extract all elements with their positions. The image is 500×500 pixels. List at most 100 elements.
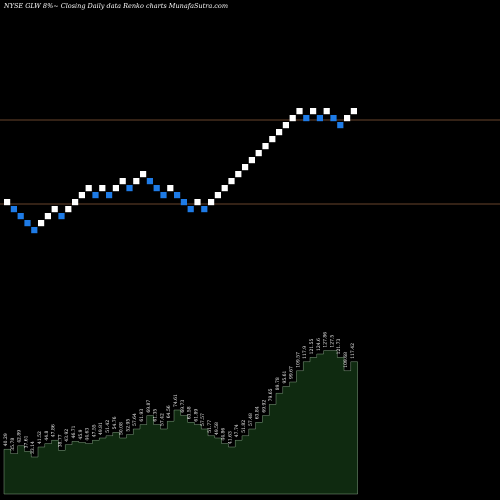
up-brick bbox=[310, 108, 317, 115]
volume-label: 61.89 bbox=[193, 409, 199, 422]
volume-label: 35.78 bbox=[10, 438, 16, 451]
volume-label: 89.78 bbox=[275, 377, 281, 390]
volume-label: 41.52 bbox=[37, 431, 43, 444]
volume-label: 47.74 bbox=[234, 424, 240, 437]
volume-label: 57.64 bbox=[132, 413, 138, 426]
down-brick bbox=[126, 185, 133, 192]
volume-label: 49.81 bbox=[98, 422, 104, 435]
up-brick bbox=[248, 157, 255, 164]
volume-label: 43.92 bbox=[64, 429, 70, 442]
up-brick bbox=[262, 143, 269, 150]
up-brick bbox=[133, 178, 140, 185]
volume-label: 50.08 bbox=[119, 422, 125, 435]
volume-label: 63.58 bbox=[187, 406, 193, 419]
volume-label: 117.9 bbox=[302, 346, 308, 359]
down-brick bbox=[337, 122, 344, 129]
volume-label: 117.42 bbox=[350, 343, 356, 359]
up-brick bbox=[228, 178, 235, 185]
up-brick bbox=[99, 185, 106, 192]
up-brick bbox=[323, 108, 330, 115]
down-brick bbox=[180, 199, 187, 206]
up-brick bbox=[38, 220, 45, 227]
volume-label: 44.86 bbox=[221, 428, 227, 441]
volume-label: 69.92 bbox=[261, 400, 267, 413]
up-brick bbox=[112, 185, 119, 192]
down-brick bbox=[330, 115, 337, 122]
down-brick bbox=[146, 178, 153, 185]
volume-label: 54.76 bbox=[112, 416, 118, 429]
volume-label: 37.61 bbox=[23, 435, 29, 448]
up-brick bbox=[140, 171, 147, 178]
down-brick bbox=[160, 192, 167, 199]
volume-label: 61.93 bbox=[139, 409, 145, 422]
down-brick bbox=[10, 206, 17, 213]
volume-label: 40.29 bbox=[3, 433, 9, 446]
volume-label: 44.63 bbox=[85, 428, 91, 441]
down-brick bbox=[31, 227, 38, 234]
volume-label: 47.86 bbox=[51, 424, 57, 437]
volume-label: 99.67 bbox=[289, 366, 295, 379]
up-brick bbox=[242, 164, 249, 171]
up-brick bbox=[276, 129, 283, 136]
volume-label: 121.55 bbox=[309, 339, 315, 355]
volume-label: 38.77 bbox=[57, 434, 63, 447]
volume-label: 69.87 bbox=[146, 400, 152, 413]
up-brick bbox=[167, 185, 174, 192]
down-brick bbox=[201, 206, 208, 213]
volume-label: 124.6 bbox=[316, 338, 322, 351]
down-brick bbox=[187, 206, 194, 213]
up-brick bbox=[72, 199, 79, 206]
up-brick bbox=[269, 136, 276, 143]
up-brick bbox=[4, 199, 11, 206]
up-brick bbox=[208, 199, 215, 206]
volume-label: 57.42 bbox=[159, 413, 165, 426]
volume-label: 64.56 bbox=[166, 405, 172, 418]
up-brick bbox=[289, 115, 296, 122]
volume-label: 127.5 bbox=[329, 335, 335, 348]
volume-area bbox=[3, 350, 358, 495]
up-brick bbox=[78, 192, 85, 199]
volume-label: 69.73 bbox=[180, 400, 186, 413]
up-brick bbox=[65, 206, 72, 213]
volume-label: 51.77 bbox=[207, 420, 213, 433]
down-brick bbox=[106, 192, 113, 199]
volume-label: 95.61 bbox=[282, 370, 288, 383]
down-brick bbox=[153, 185, 160, 192]
volume-label: 57.48 bbox=[248, 413, 254, 426]
chart-header-text: NYSE GLW 8%~ Closing Daily data Renko ch… bbox=[4, 2, 228, 10]
up-brick bbox=[85, 185, 92, 192]
volume-area-shape bbox=[3, 350, 358, 495]
up-brick bbox=[214, 192, 221, 199]
volume-label: 57.57 bbox=[200, 413, 206, 426]
up-brick bbox=[282, 122, 289, 129]
up-brick bbox=[235, 171, 242, 178]
volume-label: 61.35 bbox=[153, 409, 159, 422]
volume-label: 109.68 bbox=[343, 352, 349, 368]
volume-label: 79.65 bbox=[268, 388, 274, 401]
up-brick bbox=[296, 108, 303, 115]
up-brick bbox=[344, 115, 351, 122]
volume-label: 46.71 bbox=[71, 425, 77, 438]
up-brick bbox=[221, 185, 228, 192]
down-brick bbox=[174, 192, 181, 199]
volume-label: 74.61 bbox=[173, 394, 179, 407]
volume-label: 49.58 bbox=[214, 422, 220, 435]
volume-label: 41.63 bbox=[227, 431, 233, 444]
volume-label: 45.9 bbox=[78, 429, 84, 439]
volume-label: 47.55 bbox=[91, 424, 97, 437]
up-brick bbox=[51, 206, 58, 213]
up-brick bbox=[350, 108, 357, 115]
volume-label: 33.14 bbox=[30, 441, 36, 454]
volume-label: 51.82 bbox=[241, 420, 247, 433]
down-brick bbox=[303, 115, 310, 122]
volume-label: 63.84 bbox=[255, 406, 261, 419]
up-brick bbox=[255, 150, 262, 157]
down-brick bbox=[58, 213, 65, 220]
volume-label: 52.95 bbox=[125, 419, 131, 432]
up-brick bbox=[194, 199, 201, 206]
volume-label: 121.73 bbox=[336, 339, 342, 355]
down-brick bbox=[316, 115, 323, 122]
